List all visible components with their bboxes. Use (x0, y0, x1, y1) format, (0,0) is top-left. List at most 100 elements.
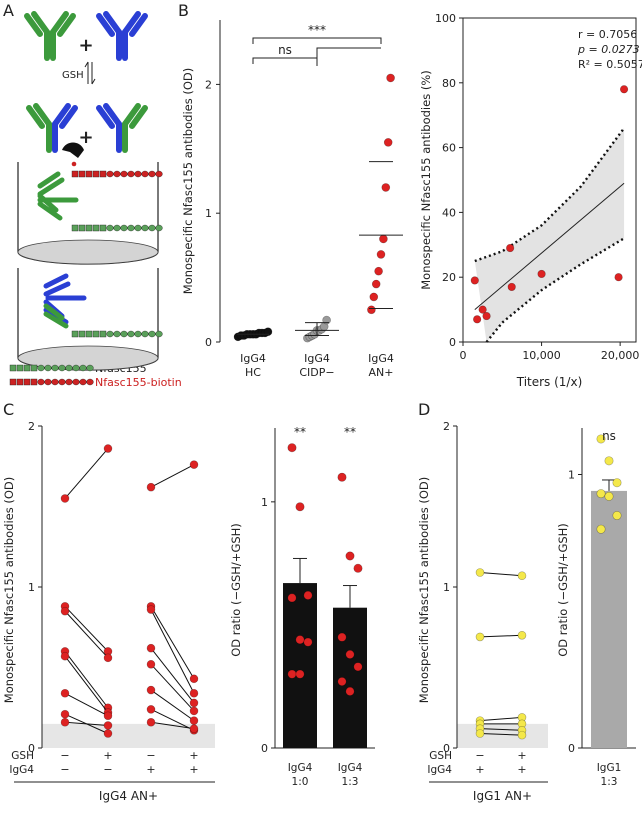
data-point (146, 605, 156, 614)
antibody-hybrid-left (26, 103, 78, 153)
y-axis-label: OD ratio (−GSH/+GSH) (556, 523, 570, 657)
data-point (103, 721, 113, 730)
x-category-label-line-1: IgG4 (368, 352, 394, 365)
nfasc155-biotin-chain-well1-bead (141, 170, 149, 178)
y-tick-label: 60 (442, 142, 456, 155)
data-point (146, 685, 156, 695)
significance-label: ns (278, 43, 292, 57)
nfasc155-biotin-chain-well1-square (99, 170, 107, 178)
pair-connector (479, 634, 523, 638)
pair-connector (479, 716, 523, 722)
data-point (60, 494, 70, 503)
data-point (146, 643, 156, 653)
nfasc155-biotin-chain-well1-square (85, 170, 93, 178)
x-category-label-line-1: IgG4 (338, 762, 363, 774)
nfasc155-chain-well2-bead (141, 330, 149, 338)
antibody-hybrid-left-left-arm-outer (26, 105, 45, 129)
x-category-label-line-2: AN+ (369, 366, 394, 379)
nfasc155-chain-well2-bead (113, 330, 121, 338)
legend-label-nfasc155-biotin: Nfasc155-biotin (95, 376, 182, 389)
antibody-hybrid-right-left-arm-outer (96, 105, 115, 129)
row-value: + (103, 749, 112, 762)
data-point (604, 456, 614, 466)
group-label: IgG1 AN+ (473, 789, 532, 803)
y-tick-label: 100 (435, 12, 456, 25)
nfasc155-biotin-chain-well1-bead (120, 170, 128, 178)
significance-bracket-hc-cidp (252, 57, 318, 64)
data-point (383, 138, 393, 147)
equilibrium-arrow-down (91, 62, 96, 85)
nfasc155-chain-well1-bead (134, 224, 142, 232)
panel-c-bar-ratio: 0 1 ** IgG4 1:0 ** IgG4 1:3 OD ratio (−GSH/+GSH) (229, 425, 375, 788)
data-point (470, 276, 479, 285)
y-axis-label: Monospecific Nfasc155 antibodies (OD) (417, 477, 431, 703)
y-tick-label: 20 (442, 271, 456, 284)
panel-d-bar-ratio: 0 1 ns IgG1 1:3 OD ratio (−GSH/+GSH) (556, 428, 636, 788)
antibody-igg4-green-left-arm-outer (24, 13, 43, 37)
panel-b-scatter-od: 0 1 2 Monospecific Nfasc155 antibodies (OD)… (181, 20, 403, 379)
well-bottom (17, 268, 159, 371)
data-point (322, 315, 331, 325)
x-category-label-line-2: 1:3 (601, 776, 618, 788)
row-label: IgG4 (427, 764, 452, 776)
y-tick-label: 40 (442, 206, 456, 219)
data-point (345, 649, 355, 659)
x-category-label-line-2: HC (245, 366, 261, 379)
data-point (596, 489, 606, 499)
nfasc155-chain-well1-bead (148, 224, 156, 232)
antibody-igg4-green (24, 11, 76, 61)
data-point (189, 716, 199, 725)
data-point (60, 651, 70, 661)
y-tick-label: 1 (28, 581, 35, 594)
data-point (473, 315, 482, 324)
ci-upper-dotted (474, 127, 626, 263)
row-value: + (189, 749, 198, 762)
equilibrium-arrow-up (84, 61, 89, 84)
antibody-igg4-green-right-arm-inner (50, 11, 69, 35)
data-point (146, 717, 156, 727)
data-point (478, 305, 487, 314)
row-value: + (517, 763, 526, 776)
gsh-label: GSH (62, 70, 84, 81)
x-tick-label: 0 (460, 349, 467, 362)
y-axis-label: Monospecific Nfasc155 antibodies (OD) (2, 477, 16, 703)
regression-line (474, 182, 625, 310)
antibody-igg4-blue-left-arm-inner (103, 11, 122, 35)
pair-connector (64, 610, 109, 659)
data-point (103, 444, 113, 453)
nfasc155-biotin-chain-well1-bead (155, 170, 163, 178)
legend-icon-nfasc155-biotin-square (30, 378, 38, 386)
legend-icon-nfasc155-square (23, 364, 31, 372)
legend-icon-nfasc155-biotin-square (9, 378, 17, 386)
antibody-hybrid-right-right-arm-outer (129, 105, 148, 129)
data-point (353, 662, 363, 672)
data-point (287, 443, 297, 453)
nfasc155-chain-well2-bead (106, 330, 114, 338)
nfasc155-chain-well2-square (92, 330, 100, 338)
antibody-hybrid-right-left-arm-inner (103, 103, 122, 127)
pair-connector (64, 605, 109, 652)
row-value: − (103, 763, 112, 776)
nfasc155-chain-well2 (71, 330, 163, 338)
data-point (189, 674, 199, 684)
data-point (345, 686, 355, 696)
nfasc155-biotin-chain-well1 (71, 170, 163, 178)
legend-icon-nfasc155-bead (58, 364, 66, 372)
nfasc155-chain-well1-bead (106, 224, 114, 232)
antibody-igg4-green-right-arm-outer (57, 13, 76, 37)
nfasc155-chain-well2-square (85, 330, 93, 338)
pair-connector (150, 689, 195, 722)
data-point (604, 491, 614, 501)
pair-connector (64, 721, 109, 726)
data-point (475, 568, 485, 577)
data-point (612, 478, 622, 488)
legend-icon-nfasc155-bead (37, 364, 45, 372)
legend-icon-nfasc155-biotin-bead (86, 378, 94, 386)
data-point (303, 590, 313, 600)
significance-bracket-connector (316, 47, 381, 66)
nfasc155-chain-well1-square (92, 224, 100, 232)
pair-connector (150, 721, 195, 730)
legend-icon-nfasc155-biotin-bead (72, 378, 80, 386)
legend-icon-nfasc155-biotin-bead (51, 378, 59, 386)
nfasc155-chain-well2-bead (148, 330, 156, 338)
